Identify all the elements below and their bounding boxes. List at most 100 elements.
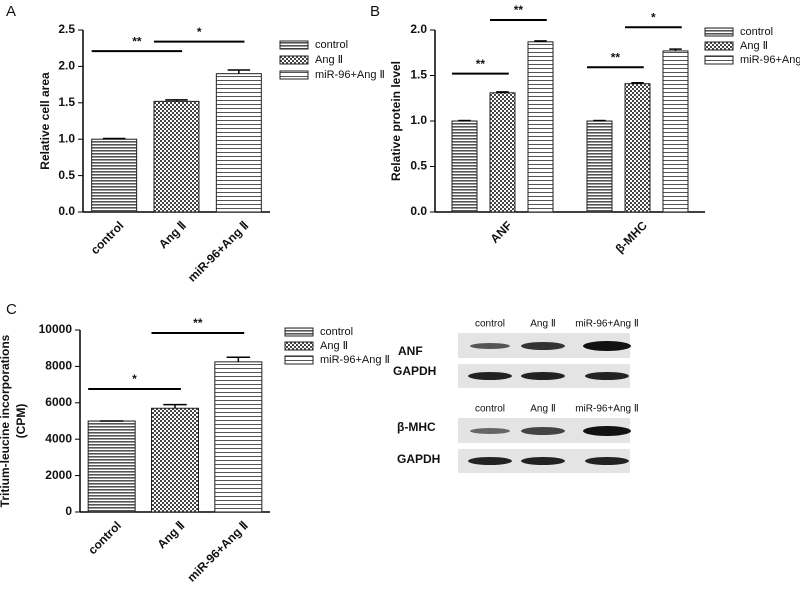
bar (214, 361, 263, 513)
legend-label: miR-96+Ang Ⅱ (320, 354, 390, 366)
lane-label: control (475, 404, 505, 415)
row-label: ANF (398, 344, 423, 358)
error-bar (227, 69, 251, 74)
bar (451, 120, 478, 213)
y-tick-label: 2.0 (58, 59, 75, 73)
bar (87, 420, 136, 513)
error-bar (669, 48, 682, 51)
bar (489, 92, 516, 213)
bar (153, 100, 200, 213)
panel-label: C (6, 301, 17, 318)
error-bar (102, 137, 126, 140)
panel-label: A (6, 3, 16, 20)
y-tick-label: 0.0 (410, 204, 427, 218)
y-axis-label: Relative protein level (389, 61, 403, 181)
bar (586, 120, 613, 213)
y-tick-label: 2.0 (410, 22, 427, 36)
lane-label: Ang Ⅱ (530, 404, 556, 415)
band (583, 341, 631, 351)
band (521, 372, 565, 380)
bar (624, 83, 651, 213)
y-tick-label: 0.5 (410, 159, 427, 173)
western-blot (458, 333, 631, 473)
legend-swatch (284, 327, 314, 337)
legend-swatch (279, 55, 309, 65)
legend-label: Ang Ⅱ (740, 40, 768, 52)
band (521, 342, 565, 350)
band (585, 372, 629, 380)
x-tick-label: control (85, 518, 124, 557)
legend-swatch (704, 41, 734, 51)
significance-label: ** (514, 3, 524, 17)
significance-label: ** (611, 50, 621, 64)
lane-label: miR-96+Ang Ⅱ (575, 319, 639, 330)
y-axis-label: Relative cell area (38, 72, 52, 170)
y-tick-label: 10000 (39, 322, 73, 336)
legend-label: miR-96+Ang Ⅱ (315, 69, 385, 81)
x-tick-label: ANF (488, 218, 515, 245)
y-tick-label: 0.5 (58, 168, 75, 182)
legend-label: Ang Ⅱ (320, 340, 348, 352)
legend-label: control (320, 326, 353, 338)
bar (215, 73, 262, 213)
band (468, 457, 512, 465)
y-tick-label: 8000 (45, 359, 72, 373)
significance-label: * (132, 372, 137, 386)
y-tick-label: 0 (65, 504, 72, 518)
error-bar (165, 99, 188, 102)
y-tick-label: 0.0 (58, 204, 75, 218)
significance-label: ** (476, 57, 486, 71)
error-bar (163, 403, 187, 409)
x-tick-label: control (88, 218, 127, 257)
y-axis-label: (CPM) (14, 404, 28, 439)
bar (151, 407, 199, 513)
x-tick-label: miR-96+Ang Ⅱ (185, 218, 251, 284)
lane-label: miR-96+Ang Ⅱ (575, 404, 639, 415)
lane-label: Ang Ⅱ (530, 319, 556, 330)
error-bar (534, 40, 547, 42)
y-axis-label: Tritium-leucine incorporations (0, 334, 12, 507)
row-label: GAPDH (397, 452, 440, 466)
x-tick-label: Ang Ⅱ (154, 518, 187, 551)
lane-label: control (475, 319, 505, 330)
significance-label: * (197, 25, 202, 39)
legend-label: control (740, 26, 773, 38)
legend-swatch (704, 27, 734, 37)
significance-label: ** (193, 316, 203, 330)
y-tick-label: 4000 (45, 431, 72, 445)
significance-label: ** (132, 34, 142, 48)
x-tick-label: miR-96+Ang Ⅱ (185, 518, 251, 584)
x-tick-label: β-MHC (613, 218, 650, 255)
y-tick-label: 1.5 (410, 68, 427, 82)
error-bar (226, 356, 251, 362)
row-label: GAPDH (393, 364, 436, 378)
band (468, 372, 512, 380)
legend-label: control (315, 39, 348, 51)
band (470, 428, 510, 434)
y-tick-label: 1.5 (58, 95, 75, 109)
y-tick-label: 2000 (45, 468, 72, 482)
legend-swatch (279, 70, 309, 80)
band (583, 426, 631, 436)
legend-label: miR-96+Ang Ⅱ (740, 54, 800, 66)
x-tick-label: Ang Ⅱ (156, 218, 189, 251)
legend-swatch (284, 355, 314, 365)
panel-label: B (370, 3, 380, 20)
error-bar (631, 82, 644, 84)
error-bar (496, 91, 509, 93)
row-label: β-MHC (397, 420, 436, 434)
band (585, 457, 629, 465)
y-tick-label: 1.0 (410, 113, 427, 127)
bar (662, 50, 689, 213)
y-tick-label: 2.5 (58, 22, 75, 36)
legend-swatch (704, 55, 734, 65)
legend-swatch (284, 341, 314, 351)
band (521, 457, 565, 465)
legend-label: Ang Ⅱ (315, 54, 343, 66)
bar (91, 138, 138, 213)
y-tick-label: 6000 (45, 395, 72, 409)
band (470, 343, 510, 349)
bar (527, 41, 554, 213)
legend-swatch (279, 40, 309, 50)
